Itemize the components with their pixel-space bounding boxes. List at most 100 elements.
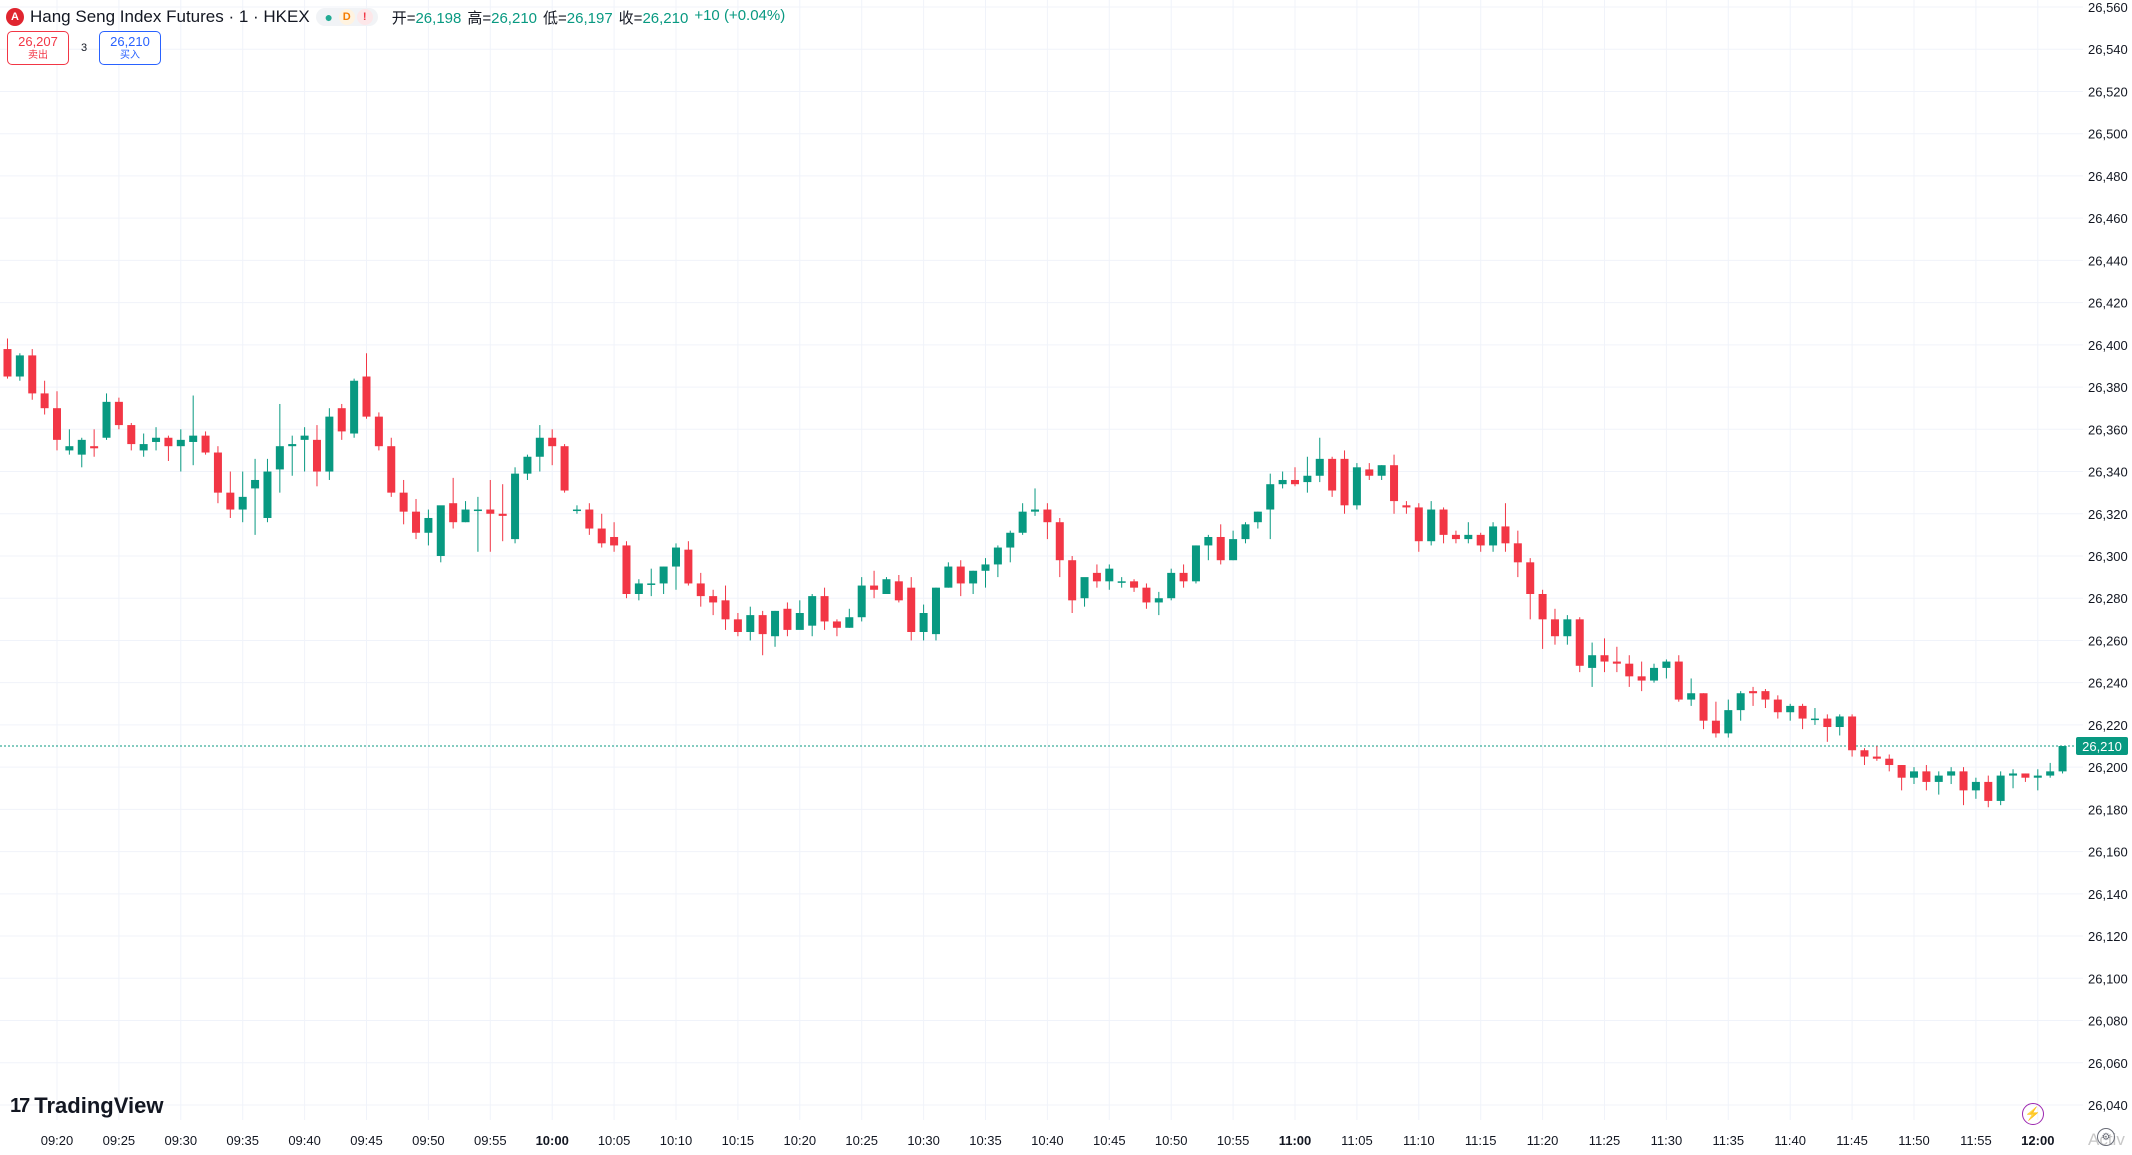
candle-body xyxy=(808,596,817,626)
time-tick-label: 11:35 xyxy=(1713,1133,1745,1148)
candle-body xyxy=(969,570,978,584)
candle-body xyxy=(1216,536,1225,561)
symbol-title[interactable]: Hang Seng Index Futures · 1 · HKEX xyxy=(30,7,310,26)
candle-body xyxy=(1068,560,1077,601)
sell-button[interactable]: 26,207 卖出 xyxy=(7,31,69,65)
price-tick-label: 26,240 xyxy=(2088,676,2128,691)
candle-body xyxy=(1476,534,1485,546)
candle-body xyxy=(1575,619,1584,666)
candle xyxy=(1996,771,2005,806)
candle xyxy=(1204,534,1213,561)
candle-body xyxy=(114,401,123,426)
candle-body xyxy=(1798,705,1807,719)
time-axis[interactable]: 09:20 09:25 09:30 09:35 09:40 09:45 09:50 09:55… xyxy=(41,1133,2055,1148)
candle-body xyxy=(1377,465,1386,476)
candle-body xyxy=(337,408,346,432)
candle-body xyxy=(1451,534,1460,540)
candle-body xyxy=(1179,572,1188,582)
candle-body xyxy=(1365,469,1374,476)
open-value: 26,198 xyxy=(415,9,462,27)
candle-body xyxy=(1947,771,1956,776)
time-tick-label: 09:40 xyxy=(288,1133,321,1148)
time-tick-label: 09:50 xyxy=(412,1133,445,1148)
candle xyxy=(919,604,928,641)
candle xyxy=(1600,638,1609,673)
candle xyxy=(189,395,198,466)
candle-body xyxy=(1291,479,1299,485)
candle xyxy=(1229,530,1238,561)
candle xyxy=(1439,507,1448,544)
candle-body xyxy=(1092,572,1101,582)
candle xyxy=(102,393,111,440)
price-tick-label: 26,540 xyxy=(2088,42,2128,57)
candle-body xyxy=(498,513,507,516)
candle-body xyxy=(1142,587,1151,603)
candle-body xyxy=(882,579,891,594)
candle-body xyxy=(90,446,99,449)
high-label: 高= xyxy=(467,9,492,27)
candle xyxy=(820,587,829,630)
candle-body xyxy=(1229,539,1238,561)
candle xyxy=(176,429,185,472)
time-tick-label: 10:10 xyxy=(660,1133,693,1148)
candle xyxy=(362,353,371,419)
candle-body xyxy=(1625,663,1634,677)
candle-body xyxy=(1761,691,1770,700)
candle xyxy=(201,431,210,455)
price-tick-label: 26,160 xyxy=(2088,845,2128,860)
candle xyxy=(1563,615,1572,645)
time-tick-label: 11:45 xyxy=(1836,1133,1868,1148)
candle-body xyxy=(1253,511,1262,523)
candle xyxy=(1018,503,1027,535)
market-status[interactable]: ● D ! xyxy=(315,8,378,26)
candle xyxy=(1674,655,1683,702)
time-tick-label: 11:10 xyxy=(1403,1133,1435,1148)
candle xyxy=(1910,767,1918,785)
candle xyxy=(956,560,965,597)
candle xyxy=(1303,456,1312,493)
low-label: 低= xyxy=(543,9,567,27)
candle-body xyxy=(709,596,718,603)
candle xyxy=(114,397,123,430)
sell-label: 卖出 xyxy=(28,49,48,61)
price-tick-label: 26,280 xyxy=(2088,591,2128,606)
candle-body xyxy=(771,610,780,637)
candle-body xyxy=(473,509,482,512)
candle xyxy=(1154,591,1163,616)
candle-body xyxy=(213,452,222,493)
candle xyxy=(1142,583,1151,609)
candle-body xyxy=(1055,522,1064,561)
candle-body xyxy=(486,509,495,514)
candle-body xyxy=(189,435,198,442)
candle xyxy=(1377,465,1386,480)
tradingview-logo[interactable]: 17 TradingView xyxy=(10,1093,163,1119)
candle xyxy=(288,435,297,476)
price-tick-label: 26,100 xyxy=(2088,971,2128,986)
time-tick-label: 10:45 xyxy=(1093,1133,1126,1148)
candle xyxy=(808,593,817,637)
candle-body xyxy=(1736,693,1745,711)
flash-icon[interactable]: ⚡ xyxy=(2022,1103,2044,1125)
candle xyxy=(845,608,854,628)
candle xyxy=(610,522,619,552)
candle-body xyxy=(1823,718,1832,728)
candle-body xyxy=(77,439,86,455)
candle-body xyxy=(288,444,297,447)
candle-body xyxy=(585,509,594,529)
buy-button[interactable]: 26,210 买入 xyxy=(99,31,161,65)
candle-body xyxy=(164,437,173,447)
candle xyxy=(647,568,656,597)
candle-body xyxy=(1959,771,1968,791)
candle xyxy=(350,378,359,438)
candle xyxy=(1650,663,1659,683)
candle xyxy=(758,610,767,656)
settings-icon[interactable]: ⚙ xyxy=(2097,1128,2115,1146)
candle xyxy=(1402,501,1411,514)
candle xyxy=(263,458,272,523)
price-axis[interactable]: 26,560 26,540 26,520 26,500 26,480 26,460 26,4… xyxy=(2088,0,2128,1113)
candle xyxy=(1761,689,1770,709)
candle-body xyxy=(2009,773,2018,776)
candle xyxy=(1860,748,1869,766)
candle-body xyxy=(820,596,829,622)
